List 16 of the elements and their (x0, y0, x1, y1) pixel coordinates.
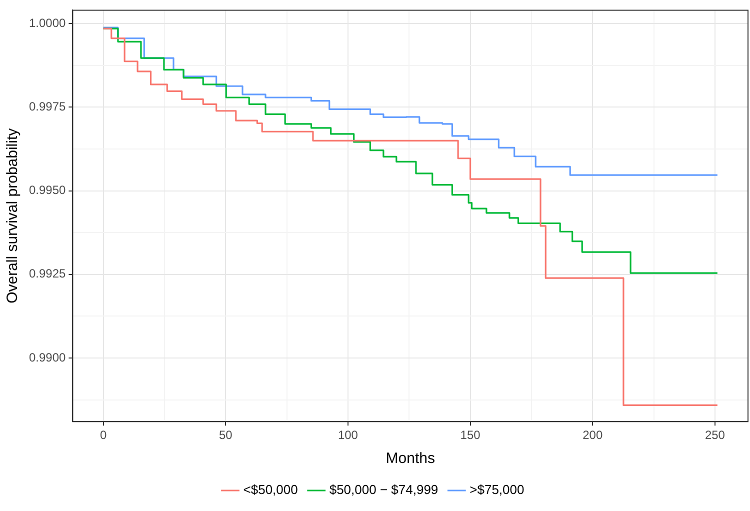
y-tick-label: 0.9950 (29, 183, 66, 198)
y-axis-title: Overall survival probability (4, 128, 22, 304)
y-tick-label: 1.0000 (29, 16, 66, 30)
legend-label: $50,000 − $74,999 (329, 482, 438, 498)
y-tick-label: 0.9975 (29, 100, 66, 114)
x-tick-label: 0 (100, 428, 107, 442)
legend-label: <$50,000 (243, 482, 298, 498)
x-tick-label: 50 (218, 428, 233, 442)
y-tick-label: 0.9900 (29, 350, 66, 364)
legend-label: >$75,000 (470, 482, 524, 498)
x-tick-label: 150 (460, 428, 481, 442)
x-tick-label: 250 (704, 428, 726, 442)
x-tick-label: 200 (582, 428, 603, 442)
x-axis-title: Months (386, 450, 435, 468)
y-tick-label: 0.9925 (29, 266, 66, 281)
x-tick-label: 100 (338, 428, 358, 442)
